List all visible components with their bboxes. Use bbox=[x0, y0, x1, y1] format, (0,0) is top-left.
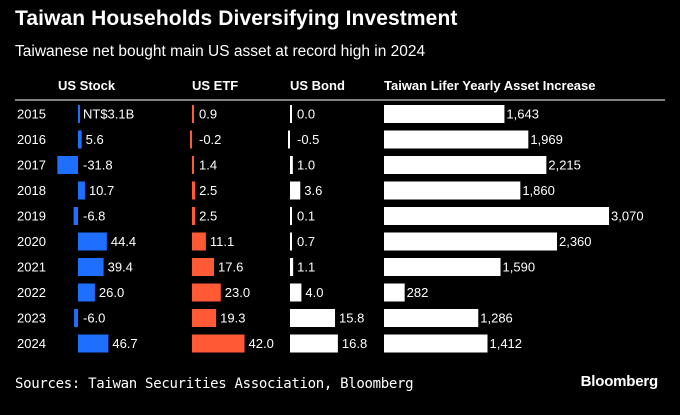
chart-title: Taiwan Households Diversifying Investmen… bbox=[15, 7, 458, 30]
year-label: 2017 bbox=[17, 158, 46, 173]
bar-us-bond bbox=[290, 309, 336, 327]
year-label: 2015 bbox=[17, 107, 46, 122]
bar-us-stock bbox=[78, 258, 104, 276]
bar-us-stock bbox=[78, 105, 81, 123]
bar-lifer bbox=[384, 156, 547, 174]
value-label-us-bond: 15.8 bbox=[339, 311, 364, 326]
value-label-us-etf: 19.3 bbox=[220, 311, 245, 326]
value-label-lifer: 1,643 bbox=[506, 107, 539, 122]
value-label-us-stock: 26.0 bbox=[99, 285, 124, 300]
bar-us-bond bbox=[290, 334, 338, 353]
value-label-us-etf: 23.0 bbox=[225, 285, 250, 300]
value-label-us-stock: -31.8 bbox=[83, 158, 113, 173]
bar-us-bond bbox=[290, 232, 292, 251]
value-label-us-bond: 0.1 bbox=[297, 209, 315, 224]
value-label-us-stock: 10.7 bbox=[89, 183, 114, 198]
column-header-us-stock: US Stock bbox=[58, 78, 116, 93]
value-label-us-bond: 1.1 bbox=[297, 260, 315, 275]
bar-us-etf bbox=[192, 334, 245, 353]
column-header-us-etf: US ETF bbox=[192, 78, 238, 93]
value-label-us-etf: 2.5 bbox=[199, 209, 217, 224]
bar-us-etf bbox=[190, 130, 192, 149]
bar-us-etf bbox=[192, 232, 206, 251]
bar-us-stock bbox=[57, 156, 78, 174]
value-label-lifer: 1,969 bbox=[530, 132, 563, 147]
value-label-us-stock: -6.8 bbox=[83, 209, 105, 224]
value-label-us-bond: 16.8 bbox=[342, 336, 367, 351]
bar-us-etf bbox=[192, 309, 217, 327]
bar-lifer bbox=[384, 105, 505, 123]
bar-lifer bbox=[384, 207, 610, 225]
value-label-us-stock: -6.0 bbox=[83, 311, 105, 326]
year-label: 2022 bbox=[17, 285, 46, 300]
value-label-lifer: 1,590 bbox=[503, 260, 536, 275]
value-label-us-stock: 44.4 bbox=[111, 234, 136, 249]
column-header-lifer: Taiwan Lifer Yearly Asset Increase bbox=[384, 78, 596, 93]
bar-us-bond bbox=[290, 258, 294, 276]
value-label-us-etf: 2.5 bbox=[199, 183, 217, 198]
bar-us-bond bbox=[290, 105, 292, 123]
bar-us-etf bbox=[192, 283, 221, 302]
year-label: 2016 bbox=[17, 132, 46, 147]
value-label-us-bond: 0.0 bbox=[297, 107, 315, 122]
value-label-lifer: 3,070 bbox=[611, 209, 644, 224]
bar-lifer bbox=[384, 181, 521, 200]
year-label: 2023 bbox=[17, 311, 46, 326]
source-note: Sources: Taiwan Securities Association, … bbox=[15, 376, 414, 392]
year-label: 2021 bbox=[17, 260, 46, 275]
bar-us-bond bbox=[290, 181, 301, 200]
value-label-us-bond: 0.7 bbox=[297, 234, 315, 249]
value-label-us-bond: 1.0 bbox=[297, 158, 315, 173]
bar-us-etf bbox=[192, 207, 196, 225]
bar-us-stock bbox=[74, 309, 78, 327]
bar-us-stock bbox=[78, 130, 82, 149]
value-label-lifer: 1,412 bbox=[489, 336, 522, 351]
value-label-us-bond: -0.5 bbox=[297, 132, 319, 147]
value-label-us-etf: 0.9 bbox=[199, 107, 217, 122]
bar-us-stock bbox=[78, 181, 85, 200]
value-label-lifer: 282 bbox=[407, 285, 429, 300]
bar-lifer bbox=[384, 258, 501, 276]
bar-lifer bbox=[384, 232, 557, 251]
bar-us-bond bbox=[290, 207, 292, 225]
value-label-us-stock: 46.7 bbox=[112, 336, 137, 351]
value-label-us-stock: 39.4 bbox=[108, 260, 133, 275]
bar-us-stock bbox=[78, 334, 109, 353]
bar-us-etf bbox=[192, 156, 194, 174]
value-label-us-etf: 17.6 bbox=[218, 260, 243, 275]
value-label-lifer: 2,360 bbox=[559, 234, 592, 249]
year-label: 2024 bbox=[17, 336, 46, 351]
chart-subtitle: Taiwanese net bought main US asset at re… bbox=[15, 43, 426, 60]
bar-lifer bbox=[384, 130, 529, 149]
bar-us-etf bbox=[192, 105, 194, 123]
column-header-us-bond: US Bond bbox=[290, 78, 345, 93]
value-label-us-etf: 11.1 bbox=[210, 234, 234, 249]
value-label-us-etf: 42.0 bbox=[249, 336, 274, 351]
bar-us-etf bbox=[192, 258, 214, 276]
value-label-us-etf: -0.2 bbox=[199, 132, 221, 147]
value-label-us-etf: 1.4 bbox=[199, 158, 217, 173]
bar-us-etf bbox=[192, 181, 196, 200]
bar-us-bond bbox=[288, 130, 290, 149]
bar-us-bond bbox=[290, 156, 293, 174]
bar-us-stock bbox=[78, 283, 95, 302]
bar-lifer bbox=[384, 283, 405, 302]
value-label-us-bond: 4.0 bbox=[305, 285, 323, 300]
value-label-us-stock: NT$3.1B bbox=[83, 107, 134, 122]
bar-us-stock bbox=[78, 232, 107, 251]
bloomberg-logo: Bloomberg bbox=[580, 373, 659, 390]
value-label-us-bond: 3.6 bbox=[304, 183, 322, 198]
bar-lifer bbox=[384, 334, 488, 353]
bar-lifer bbox=[384, 309, 479, 327]
value-label-lifer: 2,215 bbox=[548, 158, 581, 173]
year-label: 2019 bbox=[17, 209, 46, 224]
value-label-lifer: 1,286 bbox=[480, 311, 513, 326]
year-label: 2018 bbox=[17, 183, 46, 198]
bar-us-bond bbox=[290, 283, 302, 302]
year-label: 2020 bbox=[17, 234, 46, 249]
value-label-lifer: 1,860 bbox=[522, 183, 555, 198]
value-label-us-stock: 5.6 bbox=[86, 132, 104, 147]
bar-us-stock bbox=[73, 207, 78, 225]
